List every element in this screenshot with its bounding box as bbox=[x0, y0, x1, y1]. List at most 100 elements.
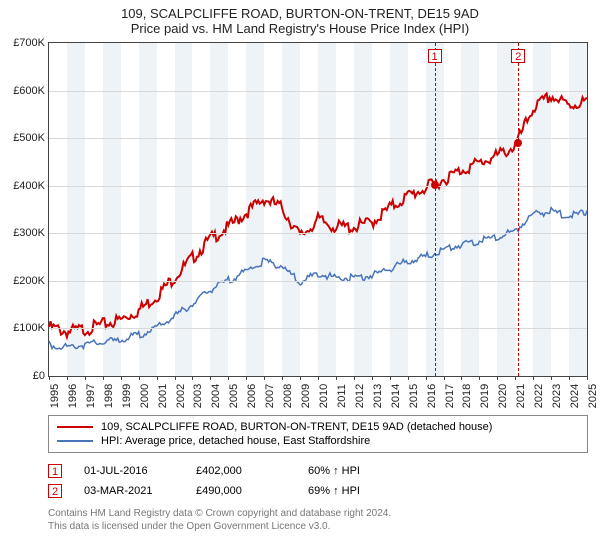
sale-date-2: 03-MAR-2021 bbox=[84, 485, 174, 497]
chart-plot-area: £0£100K£200K£300K£400K£500K£600K£700K199… bbox=[48, 42, 588, 377]
legend-row-property: 109, SCALPCLIFFE ROAD, BURTON-ON-TRENT, … bbox=[57, 420, 579, 434]
x-axis-label: 2023 bbox=[551, 384, 563, 408]
x-tick bbox=[210, 376, 211, 380]
x-tick bbox=[497, 376, 498, 380]
titles: 109, SCALPCLIFFE ROAD, BURTON-ON-TRENT, … bbox=[0, 0, 600, 36]
x-tick bbox=[569, 376, 570, 380]
series-line-property bbox=[49, 93, 587, 337]
sale-marker-box: 2 bbox=[511, 49, 525, 63]
x-axis-label: 2018 bbox=[461, 384, 473, 408]
x-axis-label: 2005 bbox=[228, 384, 240, 408]
x-tick bbox=[587, 376, 588, 380]
x-axis-label: 2008 bbox=[282, 384, 294, 408]
y-axis-label: £400K bbox=[1, 180, 45, 192]
x-tick bbox=[175, 376, 176, 380]
x-tick bbox=[336, 376, 337, 380]
x-tick bbox=[192, 376, 193, 380]
y-axis-label: £300K bbox=[1, 227, 45, 239]
legend-row-hpi: HPI: Average price, detached house, East… bbox=[57, 434, 579, 448]
x-tick bbox=[372, 376, 373, 380]
y-axis-label: £0 bbox=[1, 370, 45, 382]
x-axis-label: 1999 bbox=[121, 384, 133, 408]
x-axis-label: 2024 bbox=[569, 384, 581, 408]
gridline bbox=[49, 91, 587, 92]
x-axis-label: 2010 bbox=[318, 384, 330, 408]
sale-row-1: 1 01-JUL-2016 £402,000 60% ↑ HPI bbox=[48, 461, 588, 481]
sale-date-1: 01-JUL-2016 bbox=[84, 465, 174, 477]
x-tick bbox=[49, 376, 50, 380]
y-axis-label: £500K bbox=[1, 132, 45, 144]
title-address: 109, SCALPCLIFFE ROAD, BURTON-ON-TRENT, … bbox=[0, 6, 600, 21]
y-axis-label: £700K bbox=[1, 37, 45, 49]
chart-container: 109, SCALPCLIFFE ROAD, BURTON-ON-TRENT, … bbox=[0, 0, 600, 560]
x-tick bbox=[85, 376, 86, 380]
legend-label-property: 109, SCALPCLIFFE ROAD, BURTON-ON-TRENT, … bbox=[101, 421, 492, 433]
x-tick bbox=[390, 376, 391, 380]
x-axis-label: 2025 bbox=[587, 384, 599, 408]
legend-swatch-hpi bbox=[57, 440, 93, 442]
sale-delta-1: 60% ↑ HPI bbox=[308, 465, 398, 477]
x-axis-label: 2015 bbox=[408, 384, 420, 408]
sale-delta-2: 69% ↑ HPI bbox=[308, 485, 398, 497]
sales-table: 1 01-JUL-2016 £402,000 60% ↑ HPI 2 03-MA… bbox=[48, 461, 588, 501]
x-tick bbox=[121, 376, 122, 380]
x-axis-label: 2002 bbox=[175, 384, 187, 408]
sale-point-dot bbox=[514, 139, 522, 147]
x-tick bbox=[246, 376, 247, 380]
title-subtitle: Price paid vs. HM Land Registry's House … bbox=[0, 21, 600, 36]
x-tick bbox=[300, 376, 301, 380]
x-axis-label: 2014 bbox=[390, 384, 402, 408]
sale-marker-1: 1 bbox=[48, 464, 62, 478]
gridline bbox=[49, 233, 587, 234]
x-axis-label: 2006 bbox=[246, 384, 258, 408]
x-tick bbox=[139, 376, 140, 380]
sale-price-2: £490,000 bbox=[196, 485, 286, 497]
x-tick bbox=[479, 376, 480, 380]
footer-line-1: Contains HM Land Registry data © Crown c… bbox=[48, 507, 588, 520]
x-tick bbox=[426, 376, 427, 380]
x-axis-label: 2012 bbox=[354, 384, 366, 408]
x-axis-label: 2021 bbox=[515, 384, 527, 408]
gridline bbox=[49, 138, 587, 139]
sale-marker-box: 1 bbox=[428, 49, 442, 63]
x-tick bbox=[354, 376, 355, 380]
x-axis-label: 1996 bbox=[67, 384, 79, 408]
gridline bbox=[49, 281, 587, 282]
x-axis-label: 2017 bbox=[444, 384, 456, 408]
x-tick bbox=[157, 376, 158, 380]
x-tick bbox=[318, 376, 319, 380]
x-tick bbox=[408, 376, 409, 380]
x-axis-label: 2020 bbox=[497, 384, 509, 408]
sale-vline bbox=[518, 43, 519, 376]
x-axis-label: 1997 bbox=[85, 384, 97, 408]
x-axis-label: 2016 bbox=[426, 384, 438, 408]
sale-price-1: £402,000 bbox=[196, 465, 286, 477]
legend-swatch-property bbox=[57, 426, 93, 428]
x-axis-label: 1998 bbox=[103, 384, 115, 408]
x-tick bbox=[444, 376, 445, 380]
x-axis-label: 2007 bbox=[264, 384, 276, 408]
x-axis-label: 2001 bbox=[157, 384, 169, 408]
legend: 109, SCALPCLIFFE ROAD, BURTON-ON-TRENT, … bbox=[48, 415, 588, 453]
gridline bbox=[49, 328, 587, 329]
footer: Contains HM Land Registry data © Crown c… bbox=[48, 507, 588, 533]
footer-line-2: This data is licensed under the Open Gov… bbox=[48, 520, 588, 533]
sale-marker-2: 2 bbox=[48, 484, 62, 498]
x-tick bbox=[551, 376, 552, 380]
x-tick bbox=[264, 376, 265, 380]
y-axis-label: £200K bbox=[1, 275, 45, 287]
x-axis-label: 2022 bbox=[533, 384, 545, 408]
sale-row-2: 2 03-MAR-2021 £490,000 69% ↑ HPI bbox=[48, 481, 588, 501]
y-axis-label: £100K bbox=[1, 322, 45, 334]
x-axis-label: 2000 bbox=[139, 384, 151, 408]
x-axis-label: 2019 bbox=[479, 384, 491, 408]
x-tick bbox=[103, 376, 104, 380]
x-axis-label: 2004 bbox=[210, 384, 222, 408]
gridline bbox=[49, 186, 587, 187]
x-axis-label: 2009 bbox=[300, 384, 312, 408]
x-tick bbox=[67, 376, 68, 380]
x-axis-label: 2013 bbox=[372, 384, 384, 408]
sale-vline bbox=[435, 43, 436, 376]
x-axis-label: 1995 bbox=[49, 384, 61, 408]
x-tick bbox=[461, 376, 462, 380]
